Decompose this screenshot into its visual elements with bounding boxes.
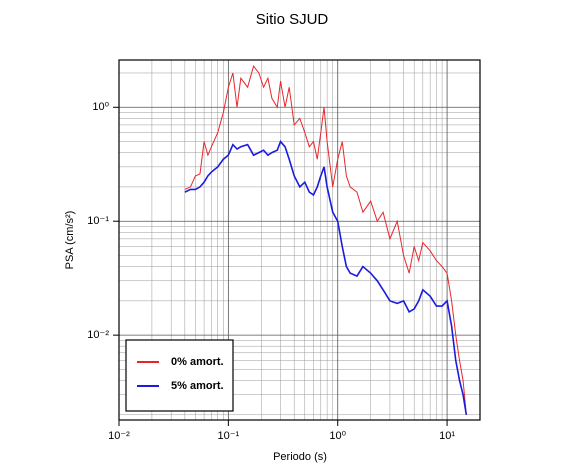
legend-label: 0% amort. — [171, 356, 224, 368]
legend-box — [125, 339, 234, 412]
y-axis-label: PSA (cm/s²) — [64, 211, 76, 270]
chart-title: Sitio SJUD — [256, 11, 329, 28]
series-line — [184, 140, 468, 415]
y-tick-label: 10⁻¹ — [87, 215, 109, 227]
y-tick-label: 10⁰ — [92, 101, 109, 113]
x-tick-label: 10⁻² — [108, 430, 130, 442]
x-tick-label: 10⁻¹ — [218, 430, 240, 442]
x-tick-label: 10¹ — [439, 430, 455, 442]
y-tick-label: 10⁻² — [87, 329, 109, 341]
series-line — [184, 64, 467, 415]
legend-label: 5% amort. — [171, 380, 224, 392]
x-axis-label: Periodo (s) — [273, 451, 327, 463]
plot-frame — [118, 59, 481, 421]
x-tick-label: 10⁰ — [329, 430, 346, 442]
